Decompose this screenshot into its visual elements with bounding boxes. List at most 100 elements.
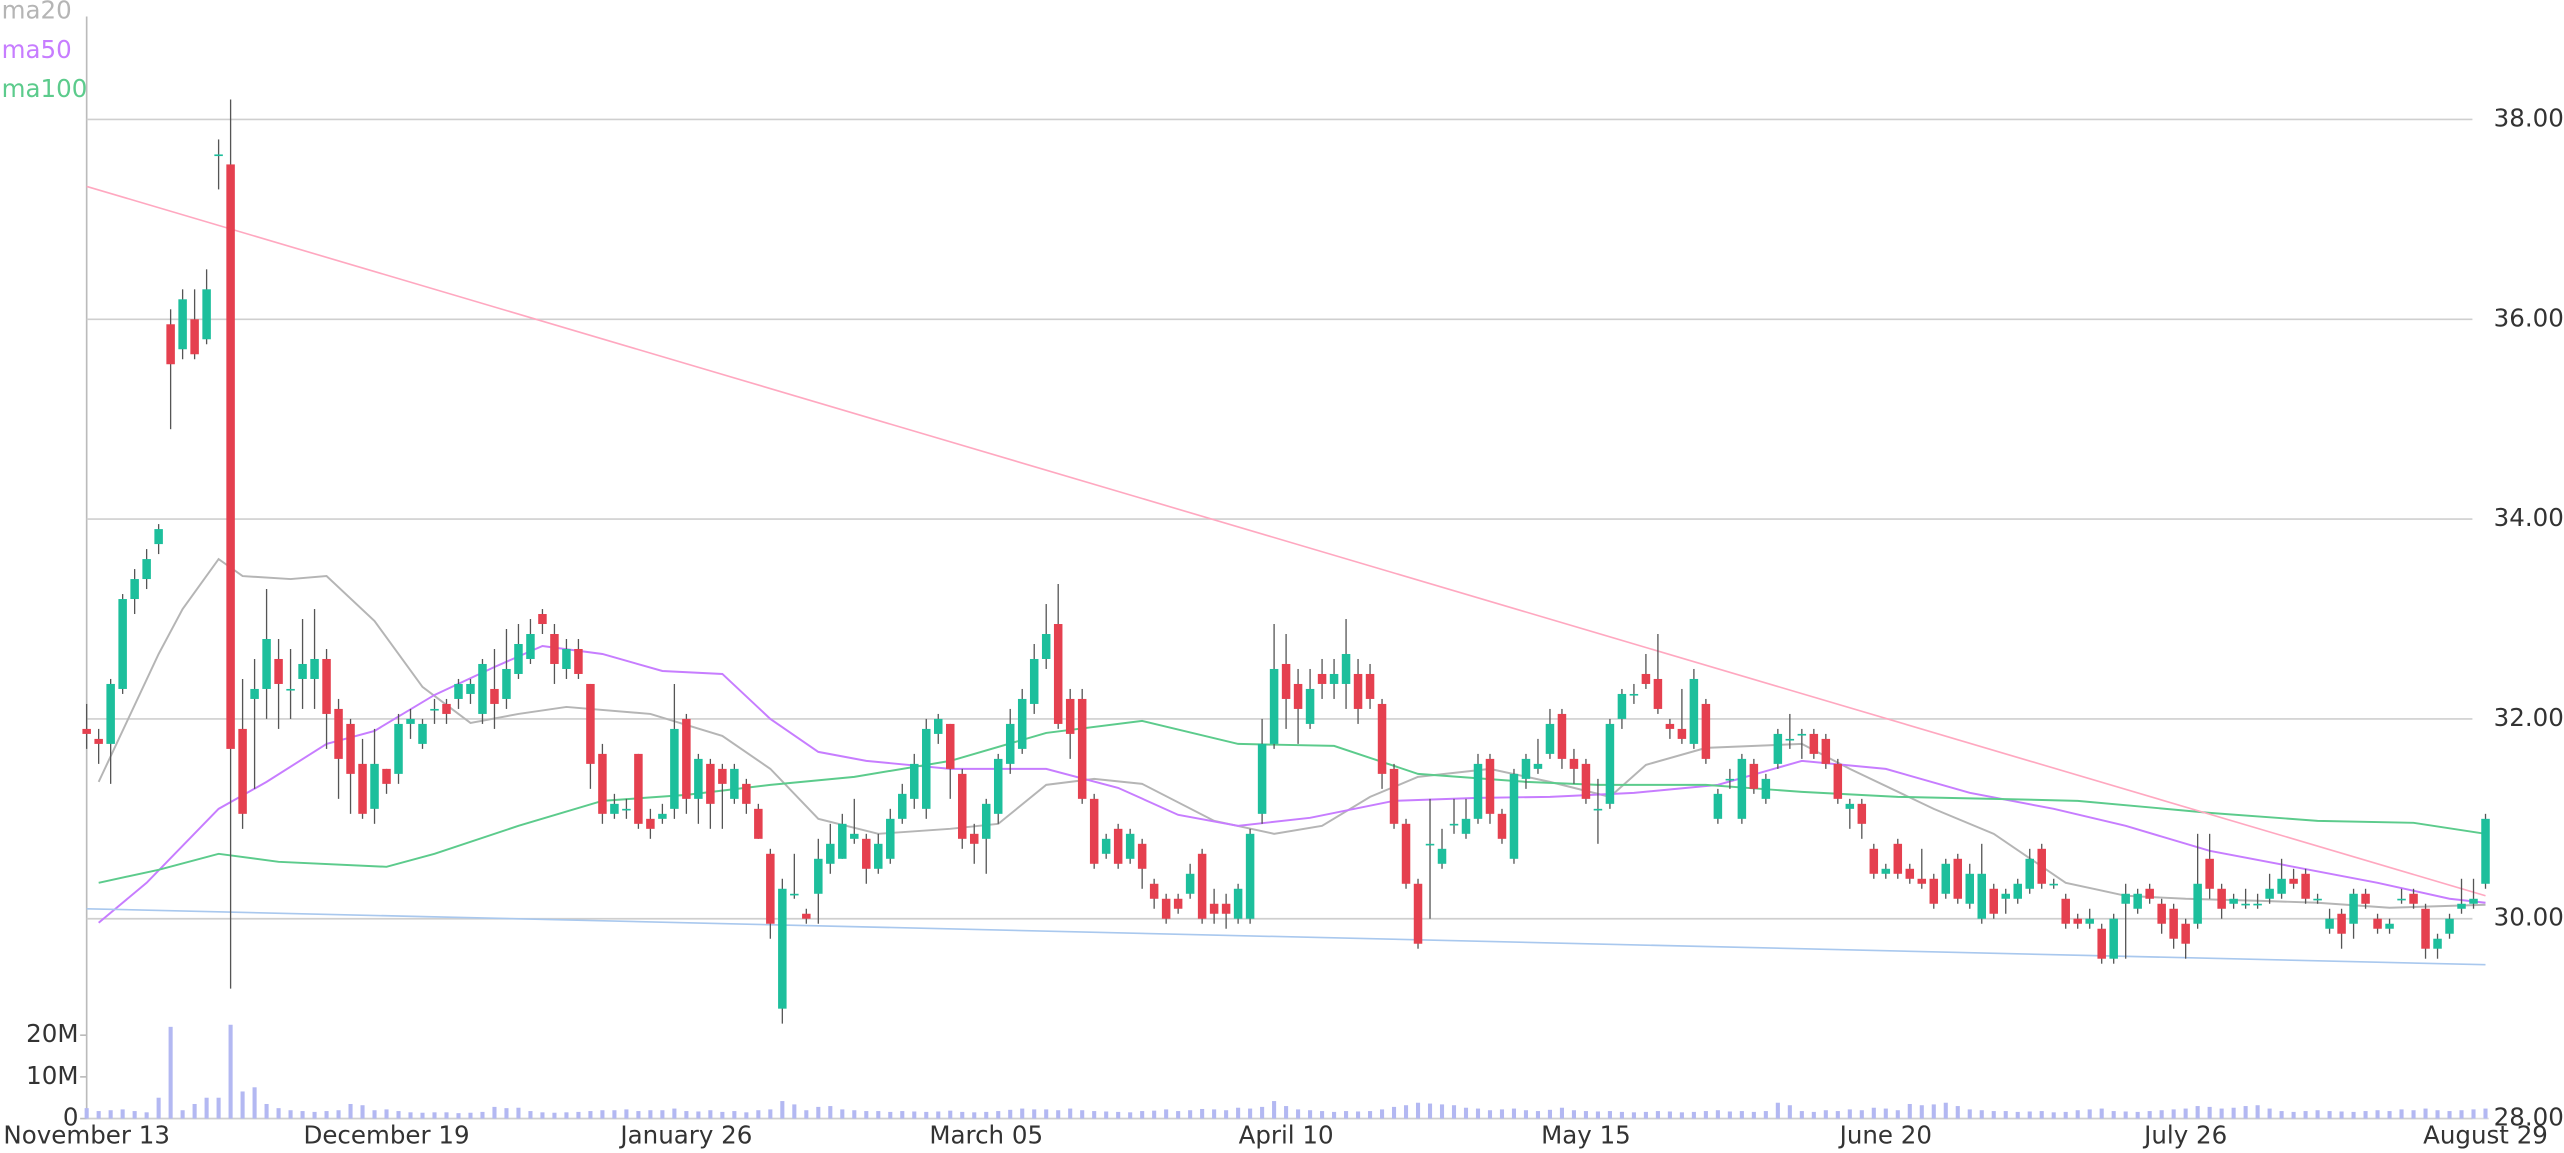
candle-body [130,579,139,600]
volume-bar [576,1111,581,1119]
volume-bar [744,1112,749,1119]
volume-bar [1427,1103,1433,1119]
candle-body [2133,893,2142,909]
candle-body [1893,843,1903,874]
candle-body [814,858,823,894]
candle-body [1977,873,1987,919]
candle-body [2469,898,2478,904]
candle-body [1053,624,1063,724]
volume-bar [168,1026,173,1119]
volume-bar [2471,1109,2476,1119]
candle-body [2241,903,2250,906]
volume-bar [564,1112,569,1119]
volume-bar [804,1110,809,1119]
volume-bar [492,1106,497,1119]
volume-bar [204,1097,209,1119]
candle-body [1809,733,1819,754]
candle-body [1509,773,1519,859]
candle-body [166,324,175,365]
candle-body [2289,878,2298,884]
candle-body [310,658,319,679]
candle-body [1677,728,1687,739]
candle-body [394,723,403,774]
volume-bar [852,1110,857,1119]
candle-body [1017,698,1027,749]
candle-body [142,559,151,580]
candle-body [1629,693,1639,696]
volume-bar [1044,1109,1049,1119]
volume-bar [2279,1111,2284,1119]
volume-bar [1463,1107,1469,1119]
volume-bar [912,1111,917,1119]
volume-bar [1943,1102,1948,1119]
volume-bar [1260,1106,1265,1119]
candle-body [2109,918,2118,959]
volume-bar [1008,1109,1013,1119]
volume-bar [1152,1110,1157,1119]
candle-body [346,723,355,774]
x-tick-label: July 26 [2142,1121,2227,1150]
candle-body [106,683,115,744]
candle-body [802,913,811,919]
volume-bar [468,1112,473,1119]
volume-bar [2483,1108,2488,1119]
volume-bar [720,1111,725,1119]
candle-body [1497,813,1507,839]
volume-bar [2123,1111,2128,1119]
candle-body [993,758,1003,814]
volume-bar [1200,1108,1205,1119]
volume-bar [1308,1110,1313,1119]
candle-body [1617,693,1627,719]
volume-bar [2183,1108,2188,1119]
volume-bar [1487,1110,1493,1119]
candle-body [526,634,535,659]
volume-bar [1272,1101,1277,1119]
volume-bar [552,1112,557,1119]
volume-bar [2159,1110,2164,1119]
volume-bar [288,1110,293,1119]
volume-bar [1499,1109,1505,1119]
candle-body [2205,858,2214,889]
candle-body [2037,848,2046,884]
candle-body [178,299,187,350]
volume-bar [1164,1109,1169,1119]
candle-body [850,833,859,839]
volume-bar [444,1112,449,1119]
volume-bar [2051,1112,2056,1119]
volume-bar [2171,1109,2176,1119]
volume-bar [1595,1111,1600,1119]
candle-body [1377,703,1387,774]
volume-bar [1032,1109,1037,1119]
volume-bar [1212,1109,1217,1119]
volume-bar [876,1111,881,1119]
volume-bar [408,1112,413,1119]
candle-body [490,688,499,704]
volume-bar [948,1110,953,1119]
volume-bar [1691,1111,1696,1119]
candle-body [622,808,631,811]
y-tick-label: 36.00 [2494,303,2564,332]
candle-body [1953,858,1963,899]
volume-bar [1763,1111,1768,1119]
candle-body [502,668,511,699]
candle-body [1101,838,1111,854]
volume-bar [1403,1105,1409,1119]
candle-body [730,768,739,799]
candle-body [1005,723,1015,764]
volume-bar [144,1112,149,1119]
candle-body [1089,798,1099,864]
volume-bar [1667,1111,1672,1119]
volume-bar [1188,1110,1193,1119]
candle-body [286,688,295,691]
volume-bar [1523,1110,1529,1119]
candle-body [670,728,679,809]
candle-body [1041,634,1051,659]
candle-body [1353,673,1363,709]
candle-body [454,683,463,699]
candle-body [2121,893,2130,904]
candle-body [1989,888,1998,914]
volume-bar [96,1111,101,1119]
volume-bar [1176,1111,1181,1119]
y-tick-label: 38.00 [2494,103,2564,132]
candle-body [1341,653,1351,684]
